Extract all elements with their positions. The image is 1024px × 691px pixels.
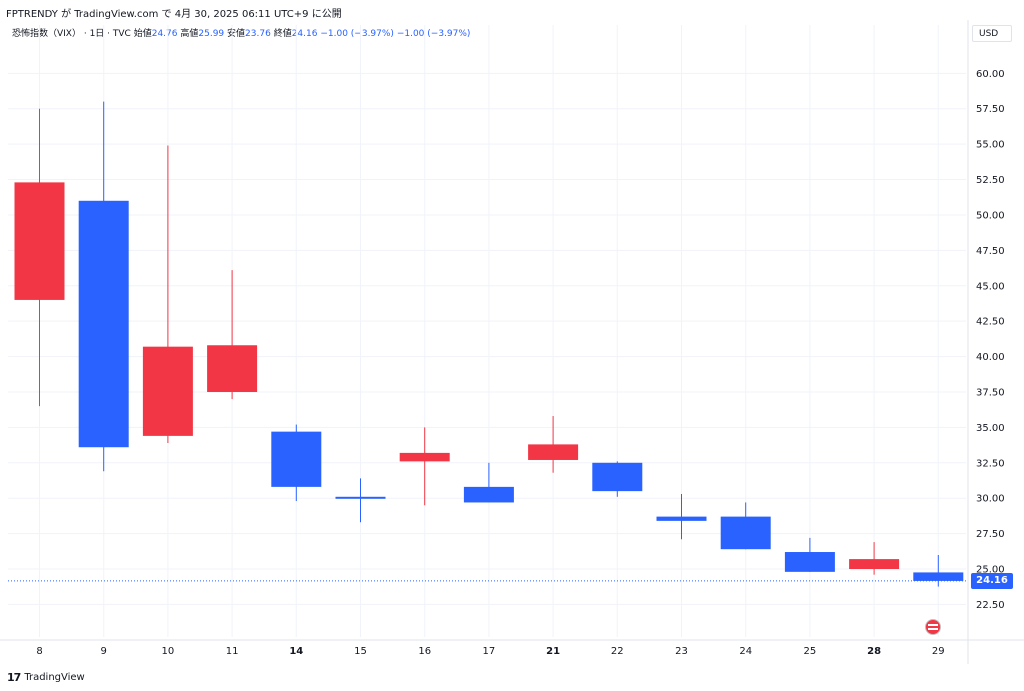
- candle-body: [399, 452, 450, 462]
- x-tick-label: 9: [101, 646, 107, 657]
- change-value-2: −1.00 (−3.97%): [396, 29, 471, 39]
- publish-timestamp: 4月 30, 2025 06:11 UTC+9: [174, 9, 309, 20]
- candle-body: [656, 516, 707, 521]
- y-tick-label: 32.50: [976, 458, 1005, 469]
- open-label: 始値: [133, 29, 152, 39]
- header-line: FPTRENDY が TradingView.com で 4月 30, 2025…: [6, 5, 342, 20]
- close-label: 終値: [273, 29, 292, 39]
- y-tick-label: 57.50: [976, 104, 1005, 115]
- x-tick-label: 11: [226, 646, 239, 657]
- y-tick-label: 37.50: [976, 387, 1005, 398]
- tradingview-logo-icon[interactable]: 17: [7, 671, 21, 684]
- low-label: 安値: [227, 29, 246, 39]
- x-tick-label: 24: [739, 646, 752, 657]
- us-flag-icon[interactable]: [925, 619, 941, 635]
- candle-body: [784, 552, 835, 572]
- candle-body: [335, 496, 386, 499]
- candle-body: [78, 200, 129, 448]
- x-tick-label: 28: [867, 646, 881, 657]
- x-tick-label: 21: [546, 646, 560, 657]
- candle-body: [271, 431, 322, 487]
- x-tick-label: 25: [804, 646, 817, 657]
- y-tick-label: 30.00: [976, 494, 1005, 505]
- y-tick-label: 50.00: [976, 210, 1005, 221]
- x-tick-label: 15: [354, 646, 367, 657]
- symbol-legend: 恐怖指数（VIX） · 1日 · TVC 始値24.76 高値25.99 安値2…: [12, 26, 470, 39]
- candle-body: [592, 462, 643, 492]
- site-name[interactable]: TradingView.com: [74, 9, 159, 20]
- symbol-name[interactable]: 恐怖指数（VIX）: [12, 29, 81, 39]
- candle-body: [720, 516, 771, 550]
- candle-body: [463, 486, 514, 503]
- x-tick-label: 23: [675, 646, 688, 657]
- footer: 17 TradingView: [7, 671, 85, 684]
- change-value: −1.00 (−3.97%): [320, 29, 394, 39]
- x-tick-label: 14: [289, 646, 303, 657]
- high-value: 25.99: [198, 29, 225, 39]
- y-tick-label: 22.50: [976, 600, 1005, 611]
- y-tick-label: 27.50: [976, 529, 1005, 540]
- candle-body: [142, 346, 193, 436]
- candle-body: [913, 572, 964, 581]
- y-tick-label: 40.00: [976, 352, 1005, 363]
- header-particle: が: [61, 9, 72, 20]
- currency-selector[interactable]: USD: [972, 25, 1012, 42]
- y-tick-label: 45.00: [976, 281, 1005, 292]
- y-tick-label: 55.00: [976, 140, 1005, 151]
- header-particle-2: で: [161, 9, 172, 20]
- candle-body: [849, 559, 900, 570]
- y-tick-label: 42.50: [976, 317, 1005, 328]
- x-tick-label: 29: [932, 646, 945, 657]
- x-tick-label: 8: [36, 646, 42, 657]
- x-tick-label: 22: [611, 646, 624, 657]
- candle-body: [14, 182, 65, 300]
- close-value: 24.16: [291, 29, 318, 39]
- x-tick-label: 10: [162, 646, 175, 657]
- y-tick-label: 60.00: [976, 69, 1005, 80]
- candle-body: [207, 345, 258, 392]
- high-label: 高値: [180, 29, 199, 39]
- y-tick-label: 25.00: [976, 565, 1005, 576]
- publisher-name[interactable]: FPTRENDY: [6, 9, 58, 20]
- y-tick-label: 52.50: [976, 175, 1005, 186]
- tradingview-brand[interactable]: TradingView: [24, 672, 85, 683]
- x-tick-label: 17: [483, 646, 496, 657]
- x-tick-label: 16: [418, 646, 431, 657]
- open-value: 24.76: [151, 29, 178, 39]
- header-suffix: に公開: [311, 9, 342, 20]
- y-tick-label: 47.50: [976, 246, 1005, 257]
- low-value: 23.76: [245, 29, 271, 39]
- interval-source: · 1日 · TVC: [83, 29, 131, 39]
- y-tick-label: 35.00: [976, 423, 1005, 434]
- last-price-tag: 24.16: [971, 572, 1013, 589]
- candle-body: [528, 444, 579, 460]
